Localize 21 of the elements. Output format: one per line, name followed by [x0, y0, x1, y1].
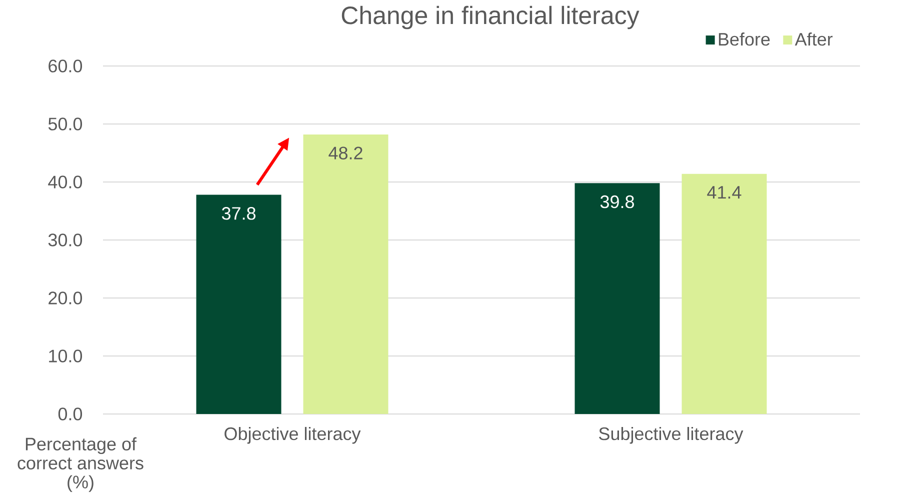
- bar: [303, 134, 388, 414]
- x-tick-label: Objective literacy: [224, 426, 361, 444]
- data-label: 48.2: [328, 146, 362, 160]
- bar: [196, 194, 282, 414]
- bar: [574, 183, 660, 414]
- y-tick-label: 10.0: [49, 350, 82, 362]
- data-label: 41.4: [707, 186, 742, 199]
- y-axis-title: Percentage of correct answers (%): [18, 437, 144, 492]
- x-tick-label: Subjective literacy: [599, 426, 744, 444]
- legend-label: After: [794, 32, 833, 46]
- data-label: 39.8: [600, 195, 634, 208]
- bar: [682, 174, 767, 414]
- y-tick-label: 0.0: [58, 408, 82, 420]
- y-tick-label: 40.0: [48, 176, 82, 188]
- data-label: 37.8: [222, 207, 256, 220]
- y-tick-label: 30.0: [48, 234, 82, 246]
- y-tick-label: 60.0: [48, 60, 82, 72]
- y-tick-label: 50.0: [48, 118, 82, 130]
- legend-label: Before: [718, 32, 770, 46]
- y-tick-label: 20.0: [48, 292, 82, 304]
- chart-title: Change in financial literacy: [342, 6, 640, 30]
